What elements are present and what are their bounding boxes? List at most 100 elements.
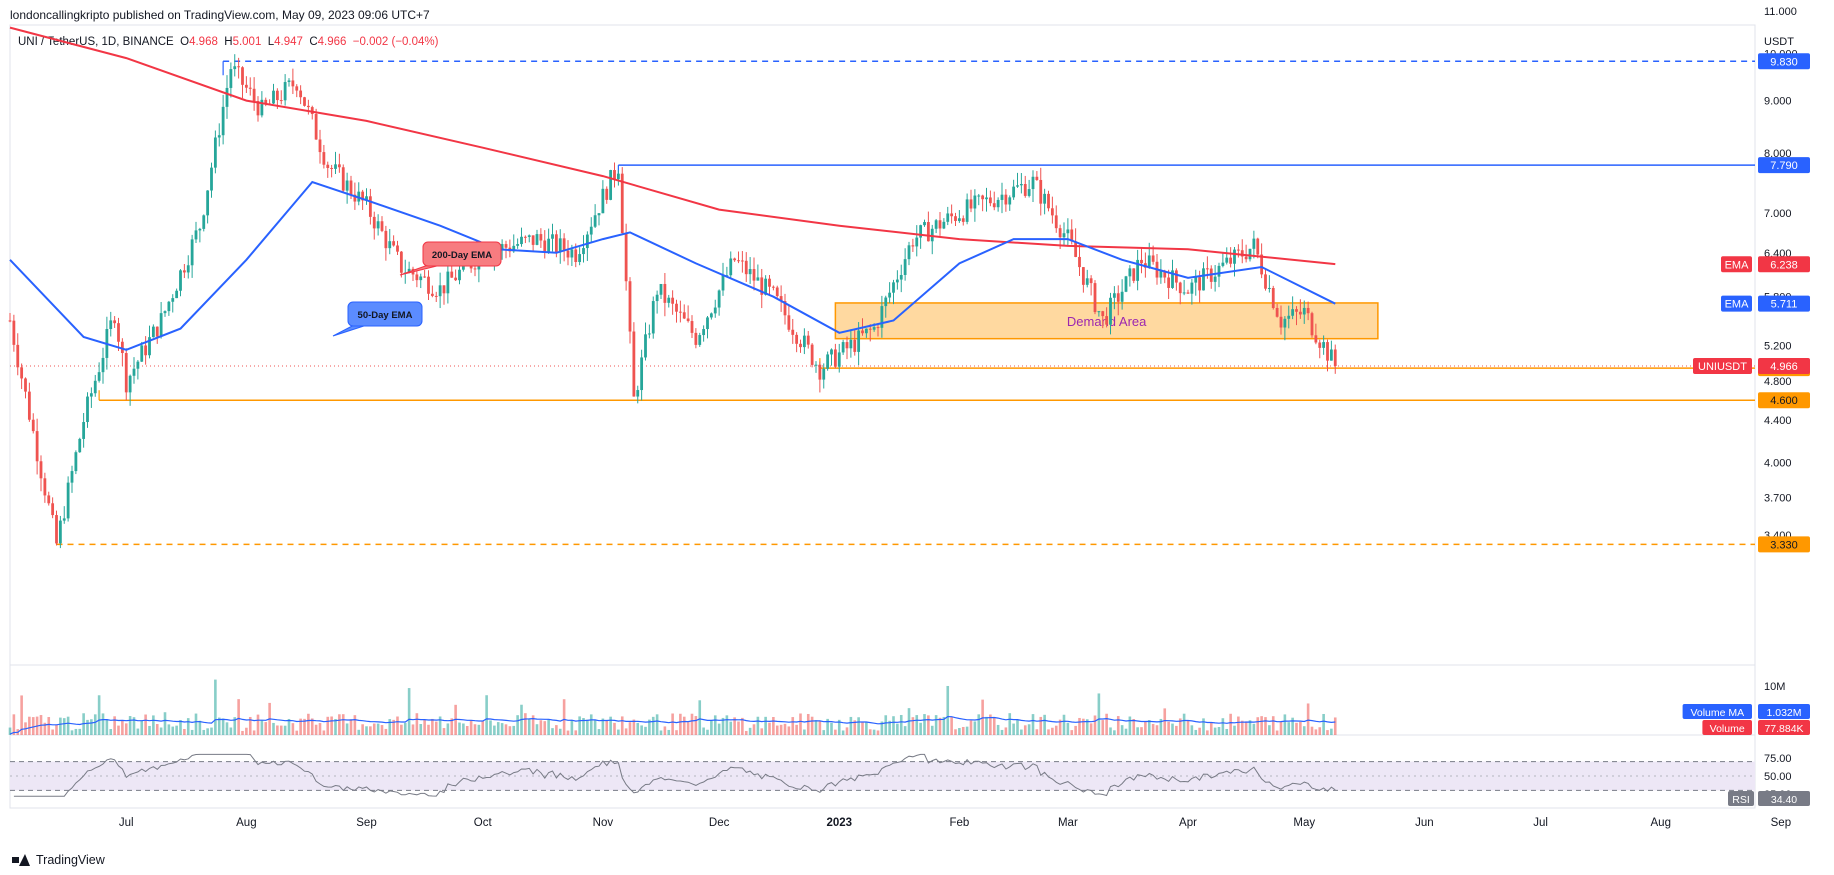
volume-bar [896, 723, 899, 735]
volume-bar [1105, 713, 1108, 735]
candle-body [1333, 349, 1337, 367]
candle-body [965, 199, 969, 222]
volume-bar [903, 726, 907, 735]
candle-body [179, 270, 182, 291]
volume-bar [287, 718, 291, 735]
open-label: O [180, 36, 190, 48]
volume-bar [1035, 729, 1039, 735]
volume-bar [888, 720, 891, 735]
volume-bar [764, 716, 767, 735]
volume-bar [493, 725, 496, 735]
close-label: C [309, 36, 318, 48]
candle-body [16, 344, 20, 368]
volume-bar [830, 722, 833, 735]
candle-body [632, 331, 636, 397]
volume-bar [787, 726, 791, 735]
volume-legend-value-tag [1758, 720, 1810, 735]
candle-body [210, 167, 213, 191]
candle-body [500, 244, 504, 250]
volume-bar [1333, 717, 1337, 735]
volume-bar [597, 729, 601, 735]
volume-bar [543, 721, 547, 735]
close-value: 4.966 [317, 36, 347, 48]
volume-bar [369, 726, 372, 735]
volume-bar [93, 714, 97, 735]
time-tick-label: Feb [949, 817, 969, 829]
candle-body [1298, 311, 1302, 315]
candle-body [89, 393, 93, 397]
candle-body [132, 368, 136, 376]
volume-bar [1202, 718, 1205, 735]
volume-bar [206, 728, 209, 735]
volume-bar [958, 728, 961, 735]
volume-bar [779, 724, 783, 735]
candle-body [86, 396, 89, 423]
volume-bar [194, 713, 198, 735]
volume-bar [1322, 713, 1325, 735]
candle-body [1039, 179, 1043, 204]
volume-bar [791, 717, 795, 735]
candle-body [35, 431, 39, 462]
volume-bar [1128, 716, 1132, 735]
volume-bar [710, 720, 713, 735]
candle-body [740, 260, 744, 262]
candle-body [337, 164, 341, 168]
volume-bar [214, 679, 217, 735]
volume-bar [465, 726, 469, 735]
candle-body [58, 520, 62, 544]
candle-body [1116, 293, 1120, 302]
price-label-value: 4.966 [1770, 361, 1798, 373]
candle-body [853, 339, 857, 352]
volume-bar [1326, 730, 1329, 735]
candle-body [372, 216, 376, 229]
candle-body [458, 269, 461, 281]
candle-body [1035, 176, 1039, 180]
volume-bar [721, 717, 725, 735]
level-price-tag-text: 9.830 [1770, 56, 1798, 68]
volume-bar [1213, 727, 1217, 735]
candle-body [1171, 270, 1174, 288]
volume-bar [655, 714, 659, 735]
candle-body [213, 137, 217, 168]
candle-body [690, 321, 694, 333]
volume-bar [620, 716, 624, 735]
volume-bar [589, 714, 593, 735]
candle-body [275, 90, 279, 101]
candle-body [1202, 268, 1205, 291]
volume-bar [667, 729, 671, 735]
callout-50-day-ema-text: 50-Day EMA [358, 310, 413, 321]
volume-bar [1217, 727, 1221, 735]
time-tick-label: 2023 [826, 817, 852, 829]
candle-body [318, 139, 322, 153]
candle-body [744, 260, 748, 275]
volume-bar [1054, 725, 1058, 735]
volume-bar [1082, 718, 1085, 735]
volume-bar [295, 730, 299, 735]
candle-body [779, 296, 783, 302]
candle-body [864, 328, 868, 334]
candle-body [1066, 229, 1070, 234]
volume-bar [1283, 714, 1287, 735]
volume-bar [171, 726, 175, 735]
volume-legend-value: 1.032M [1766, 707, 1801, 719]
candle-body [659, 283, 663, 295]
candle-body [1016, 185, 1019, 187]
candle-body [272, 90, 275, 104]
candle-body [1031, 176, 1035, 190]
volume-bar [272, 722, 275, 735]
candle-body [124, 353, 128, 393]
candle-body [1047, 193, 1050, 209]
candle-body [554, 234, 558, 253]
series-line-ema200 [9, 26, 1336, 266]
candle-body [1093, 283, 1097, 313]
candle-body [1279, 316, 1283, 328]
volume-bar [1244, 721, 1248, 735]
candle-body [194, 230, 198, 240]
candle-body [616, 173, 620, 180]
volume-bar [706, 729, 709, 735]
volume-bar [1078, 717, 1081, 735]
candle-body [1198, 277, 1202, 291]
candle-body [202, 215, 206, 229]
price-label-name: EMA [1725, 299, 1750, 311]
